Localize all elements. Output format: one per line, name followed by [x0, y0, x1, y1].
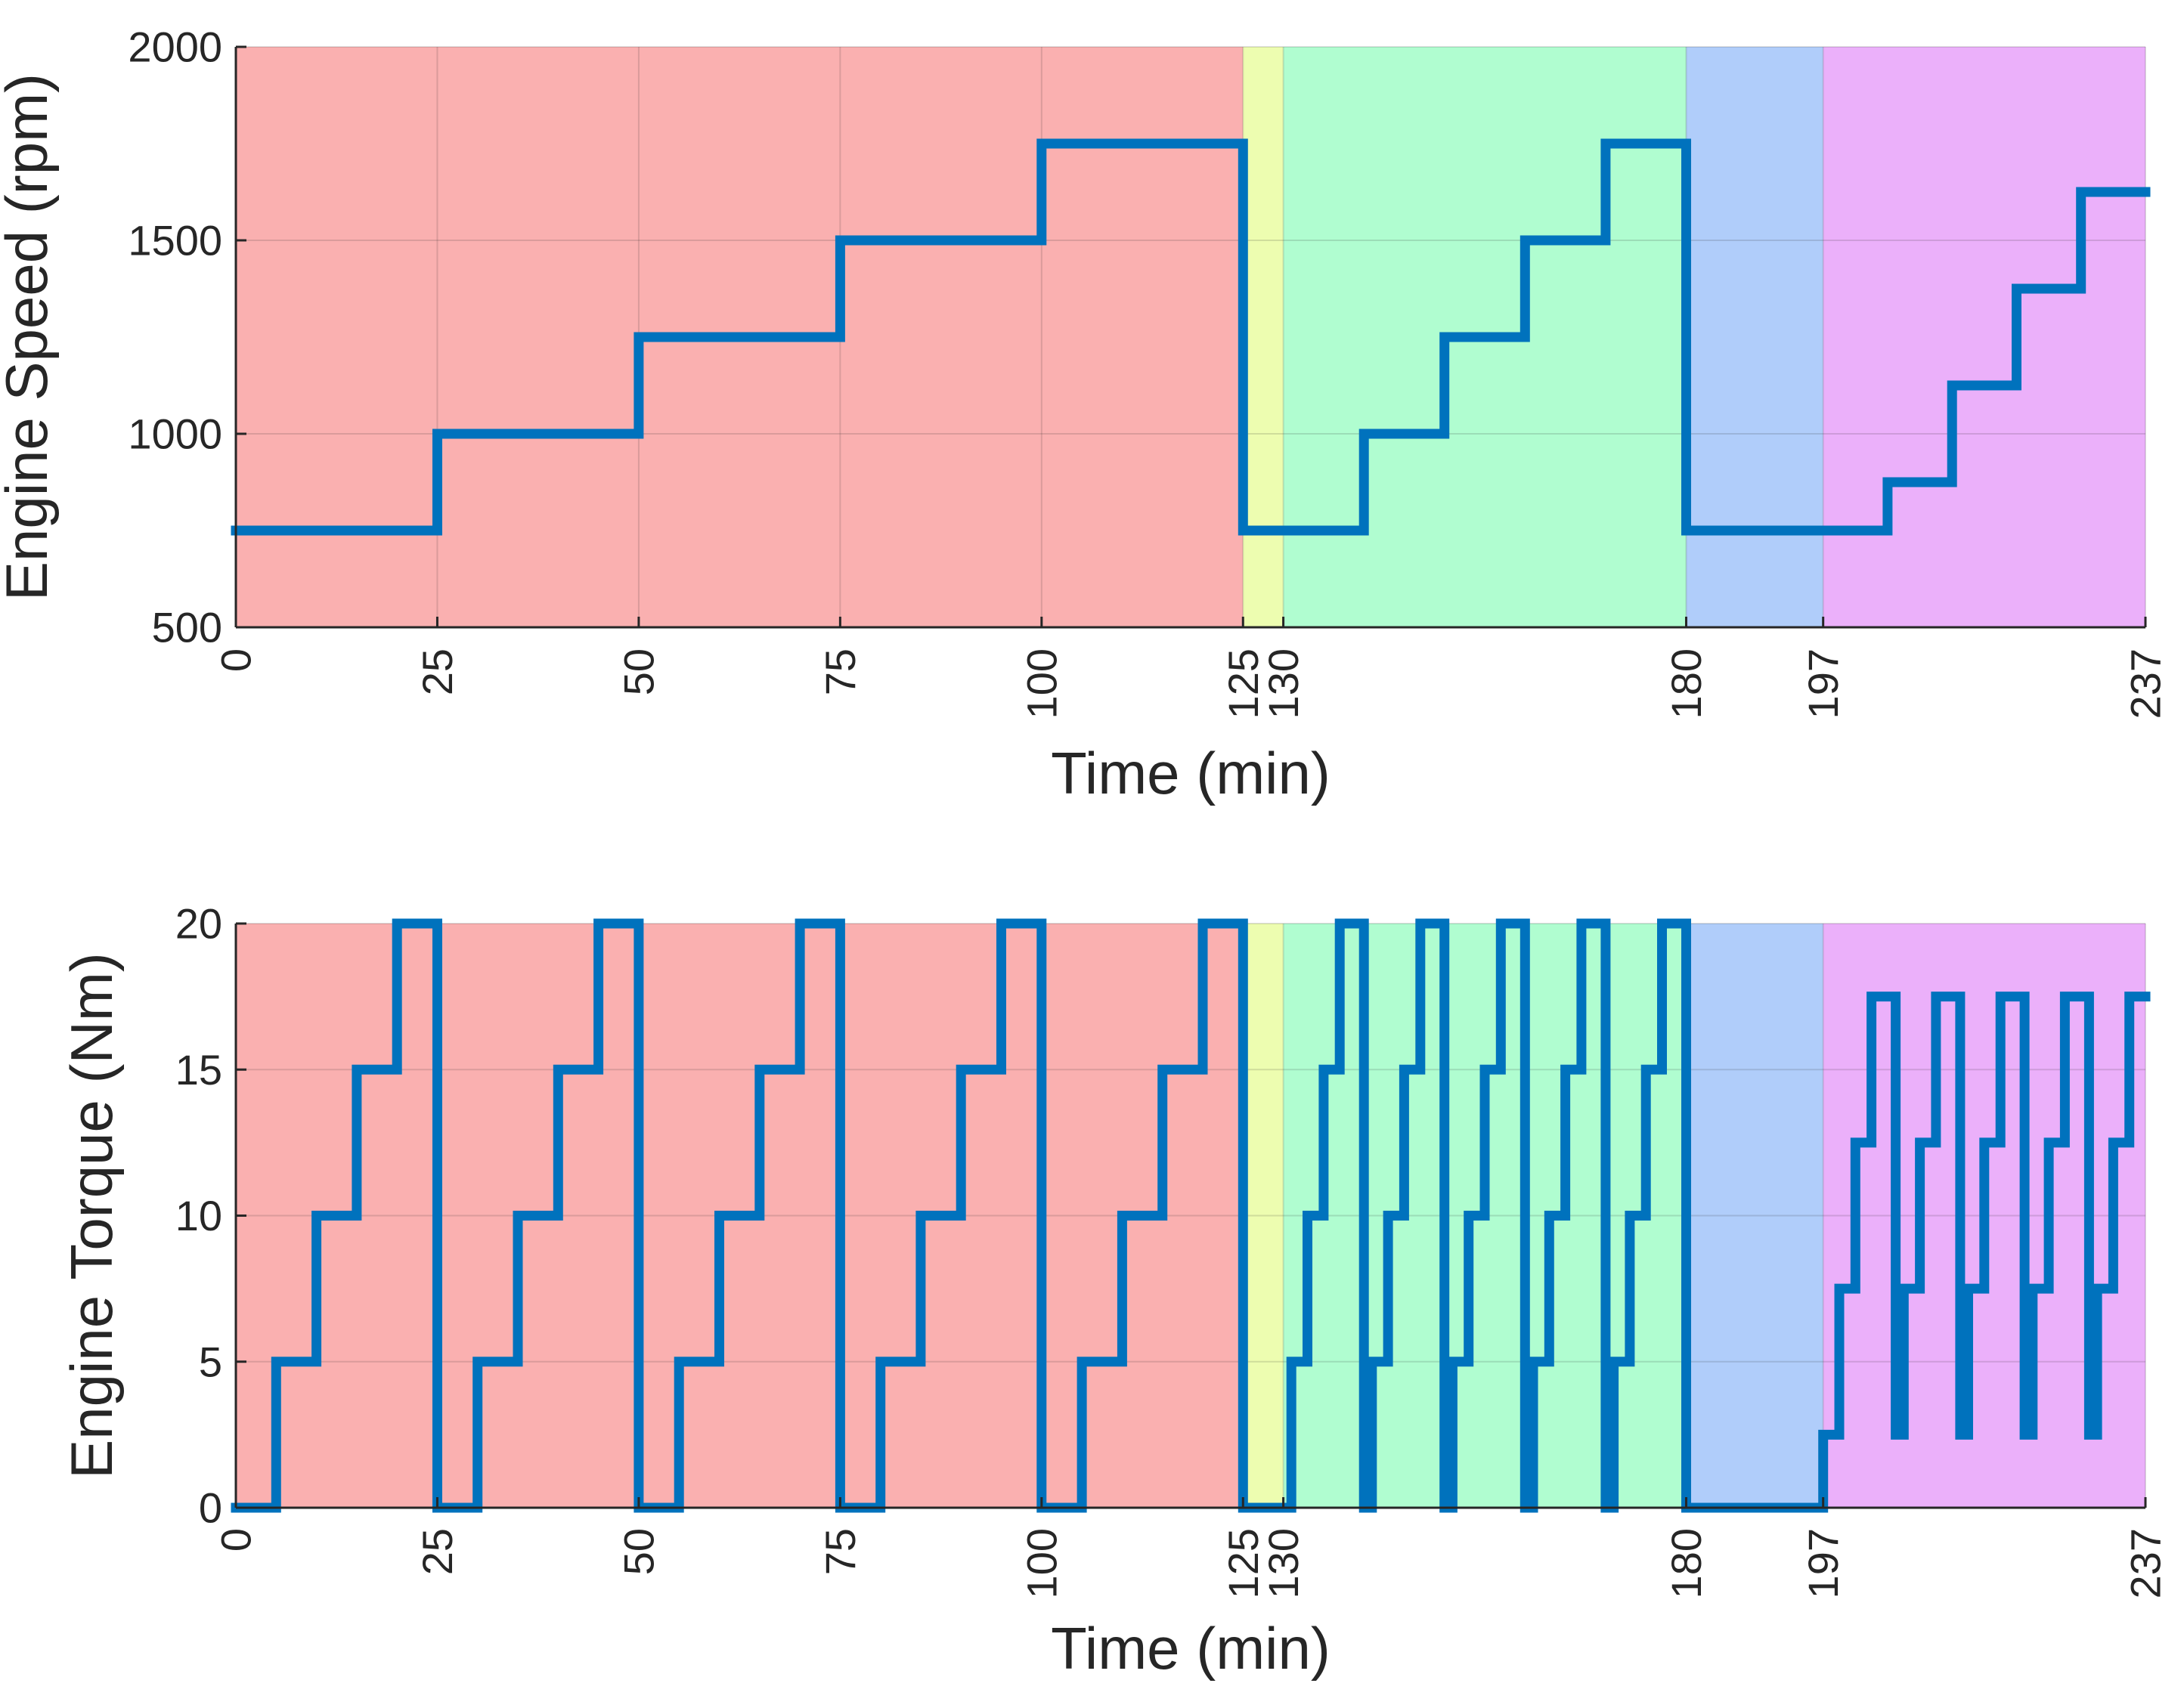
- x-tick-label-4: 100: [1018, 1528, 1065, 1598]
- x-tick-label-0: 0: [212, 648, 260, 672]
- x-tick-label-2: 50: [615, 648, 662, 695]
- x-tick-label-5: 125: [1219, 1528, 1267, 1598]
- x-tick-label-7: 180: [1662, 648, 1710, 719]
- y-tick-label-3: 2000: [128, 23, 222, 71]
- x-tick-label-8: 197: [1799, 1528, 1847, 1598]
- phase-region-3: [1686, 924, 1823, 1508]
- y-tick-label-0: 0: [199, 1484, 222, 1532]
- x-tick-label-1: 25: [414, 648, 461, 695]
- x-tick-label-4: 100: [1018, 648, 1065, 719]
- x-tick-label-3: 75: [816, 648, 864, 695]
- x-tick-label-9: 237: [2122, 1528, 2170, 1598]
- y-tick-label-3: 15: [175, 1046, 222, 1094]
- y-tick-label-1: 1000: [128, 410, 222, 458]
- x-tick-label-9: 237: [2122, 648, 2170, 719]
- x-tick-label-6: 130: [1259, 648, 1307, 719]
- y-tick-label-1: 5: [199, 1338, 222, 1385]
- y-tick-label-4: 20: [175, 900, 222, 948]
- x-tick-label-7: 180: [1662, 1528, 1710, 1598]
- phase-region-1: [1243, 924, 1284, 1508]
- y-tick-label-2: 10: [175, 1192, 222, 1239]
- x-tick-label-1: 25: [414, 1528, 461, 1575]
- x-axis-title: Time (min): [1051, 1615, 1331, 1682]
- phase-region-1: [1243, 47, 1284, 627]
- phase-region-4: [1823, 47, 2145, 627]
- x-tick-label-3: 75: [816, 1528, 864, 1575]
- x-tick-label-8: 197: [1799, 648, 1847, 719]
- y-axis-title: Engine Speed (rpm): [0, 73, 60, 601]
- x-tick-label-5: 125: [1219, 648, 1267, 719]
- y-tick-label-0: 500: [152, 604, 222, 651]
- y-axis-title: Engine Torque (Nm): [58, 952, 125, 1479]
- x-axis-title: Time (min): [1051, 740, 1331, 806]
- x-tick-label-0: 0: [212, 1528, 260, 1552]
- data-series-line-0: [231, 138, 2151, 536]
- y-tick-label-2: 1500: [128, 217, 222, 265]
- phase-region-3: [1686, 47, 1823, 627]
- x-tick-label-6: 130: [1259, 1528, 1307, 1598]
- x-tick-label-2: 50: [615, 1528, 662, 1575]
